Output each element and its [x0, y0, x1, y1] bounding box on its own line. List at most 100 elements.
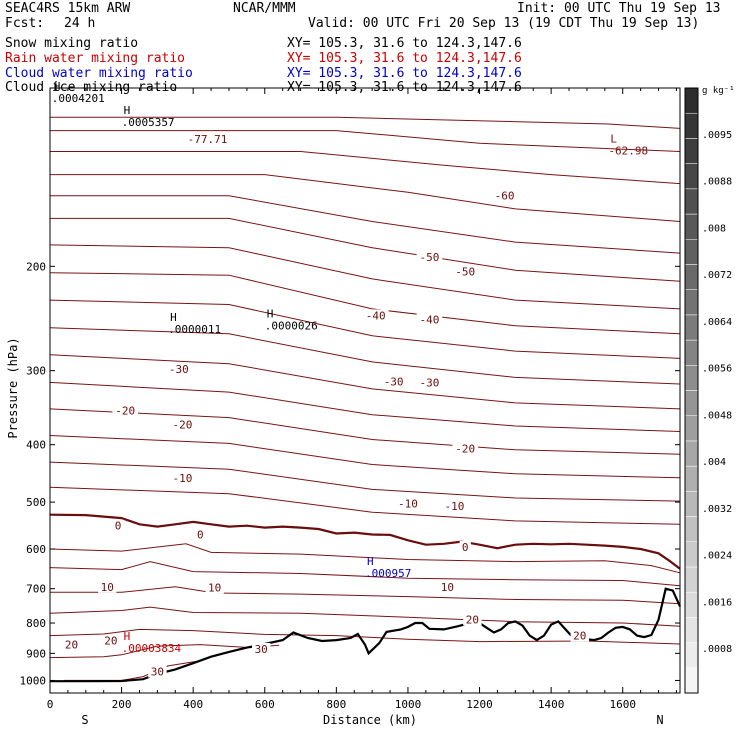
- isotherm-label-bg: [362, 309, 389, 322]
- isotherm-line: [49, 461, 681, 502]
- endpoint-north: N: [656, 713, 663, 727]
- colorbar-segment: [684, 465, 699, 492]
- colorbar: .0008 .0016 .0024 .0032 .004 .0048 .0056 .0064.…: [684, 86, 735, 694]
- x-tick-label: 1000: [395, 698, 422, 711]
- isotherm-line: [50, 195, 681, 254]
- colorbar-segment: [684, 138, 699, 164]
- extremum-value: .00003834: [122, 642, 182, 655]
- isotherm-label-bg: [112, 404, 138, 417]
- isotherm-lines: [49, 116, 682, 683]
- isotherm-line: [49, 272, 681, 335]
- isotherm-label-bg: [452, 442, 479, 455]
- endpoint-south: S: [81, 713, 88, 727]
- extremum-mark: H: [267, 308, 274, 321]
- colorbar-segment: [684, 591, 699, 618]
- isotherm-label-bg: [441, 500, 468, 513]
- isotherm-label: -10: [398, 498, 418, 511]
- isotherm-label: -20: [455, 443, 475, 456]
- isotherm-label-bg: [205, 581, 224, 594]
- colorbar-segment: [684, 491, 699, 517]
- isotherm-label: -10: [445, 500, 465, 513]
- colorbar-tick-label: .004: [702, 457, 726, 468]
- isotherm-label-bg: [251, 643, 271, 656]
- extremum-value: .0004201: [52, 92, 105, 105]
- valid-time: Valid: 00 UTC Fri 20 Sep 13 (19 CDT Thu …: [308, 16, 700, 31]
- isotherm-line: [49, 408, 681, 455]
- isotherm-line: [49, 543, 681, 574]
- colorbar-tick-label: .0016: [702, 597, 732, 608]
- isotherm-label-bg: [166, 362, 192, 375]
- extremum-value: .0000026: [265, 320, 318, 333]
- isotherm-label: -60: [495, 190, 515, 203]
- colorbar-segment: [684, 163, 699, 190]
- colorbar-tick-label: .0032: [702, 504, 732, 515]
- colorbar-segment: [684, 516, 699, 543]
- y-tick-label: 800: [26, 617, 46, 630]
- colorbar-segment: [684, 390, 699, 416]
- plot-frame: [49, 87, 681, 694]
- extrema-markers: H.0004201H.0005357L-62.98H.0000011H.0000…: [52, 80, 648, 655]
- forecast-label: Fcst:: [5, 16, 45, 31]
- colorbar-segment: [684, 667, 699, 694]
- isotherm-label-bg: [112, 519, 124, 532]
- isotherm-line: [50, 586, 681, 605]
- isotherm-label-bg: [194, 528, 206, 541]
- colorbar-segment: [684, 415, 699, 442]
- isotherm-label-bg: [438, 581, 457, 594]
- isotherm-label-bg: [62, 638, 81, 651]
- field-rain-xy: XY= 105.3, 31.6 to 124.3,147.6: [287, 51, 522, 66]
- isotherm-label-bg: [101, 634, 121, 647]
- isotherm-label: 20: [104, 635, 117, 648]
- isotherm-label: 20: [573, 630, 586, 643]
- isotherm-line: [50, 130, 681, 152]
- isotherm-label-bg: [452, 265, 479, 278]
- isotherm-line: [64, 660, 201, 681]
- y-tick-label: 500: [26, 496, 46, 509]
- org-name: NCAR/MMM: [233, 1, 296, 16]
- colorbar-segment: [684, 440, 699, 467]
- isotherm-label: -30: [384, 376, 404, 389]
- colorbar-segment: [684, 339, 699, 366]
- colorbar-segment: [684, 566, 699, 593]
- extremum-mark: H: [124, 104, 131, 117]
- y-tick-label: 600: [26, 543, 46, 556]
- isotherm-line: [49, 299, 681, 359]
- x-tick-label: 1200: [466, 698, 493, 711]
- y-axis-label: Pressure (hPa): [6, 337, 20, 438]
- isotherm-label: 0: [462, 541, 469, 554]
- extremum-value: .0000011: [168, 323, 221, 336]
- isotherm-label: 0: [197, 528, 204, 541]
- isotherm-label-bg: [380, 375, 407, 388]
- x-tick-label: 1400: [538, 698, 565, 711]
- isotherm-label: 10: [101, 581, 114, 594]
- extremum-mark: H: [170, 311, 177, 324]
- y-tick-label: 300: [26, 365, 46, 378]
- field-snow-name: Snow mixing ratio: [5, 36, 139, 51]
- colorbar-segment: [684, 87, 699, 114]
- isotherm-label: 30: [151, 666, 164, 679]
- isotherm-label: 10: [441, 581, 454, 594]
- y-tick-label: 1000: [20, 674, 47, 687]
- field-cloudwater-xy: XY= 105.3, 31.6 to 124.3,147.6: [287, 66, 522, 81]
- isotherm-line: [50, 116, 681, 129]
- x-tick-label: 1600: [609, 698, 636, 711]
- isotherm-label: 10: [208, 582, 221, 595]
- y-tick-label: 900: [26, 647, 46, 660]
- colorbar-segment: [684, 365, 699, 391]
- colorbar-tick-label: .0064: [702, 317, 732, 328]
- isotherm-line: [49, 486, 681, 525]
- extremum-mark: H: [367, 555, 374, 568]
- colorbar-tick-label: .0088: [702, 177, 732, 188]
- isotherm-label: -50: [419, 251, 439, 264]
- x-tick-label: 600: [255, 698, 275, 711]
- isotherm-label-bg: [169, 418, 196, 431]
- isotherm-line: [49, 606, 681, 627]
- isotherm-label: -30: [169, 363, 189, 376]
- colorbar-tick-label: .0095: [702, 130, 732, 141]
- isotherm-labels: -77.71 -60 -50 -50 -40 -40 -30 -30 -30 -20 -20 -20 -…: [62, 133, 589, 679]
- isotherm-line: [49, 561, 681, 587]
- extremum-mark: H: [54, 80, 61, 93]
- colorbar-tick-label: .0008: [702, 644, 732, 655]
- isotherm-label-bg: [416, 251, 443, 264]
